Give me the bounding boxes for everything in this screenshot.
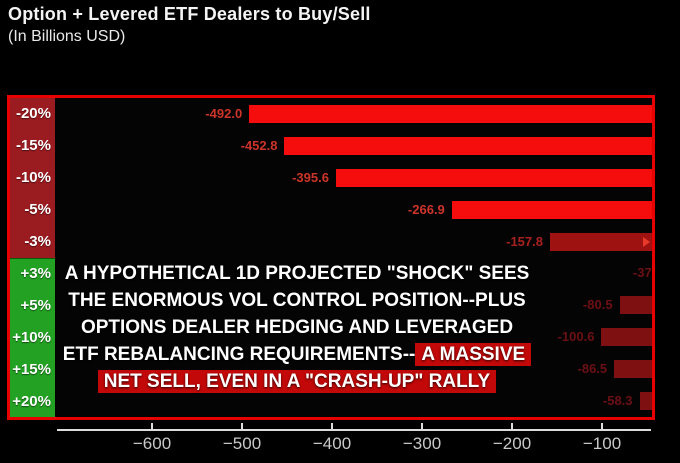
x-axis-tick-label: −100 [582, 434, 622, 453]
value-label--20%: -492.0 [205, 105, 243, 121]
bar-tip-arrow-icon [643, 236, 650, 247]
annotation-line-4: ETF REBALANCING REQUIREMENTS-- A MASSIVE [58, 341, 536, 368]
x-axis-tick [601, 423, 603, 429]
category-label: +3% [20, 264, 51, 282]
category-label: -3% [24, 233, 51, 251]
bar--10% [335, 168, 652, 187]
value-label-+5%: -80.5 [582, 297, 613, 313]
x-axis-tick-label: −400 [312, 434, 352, 453]
x-axis-tick [421, 423, 423, 429]
x-axis-tick-label: −500 [222, 434, 262, 453]
bar-+5% [619, 296, 652, 315]
x-axis-tick [331, 423, 333, 429]
x-axis-tick [511, 423, 513, 429]
x-axis-tick-label: −300 [402, 434, 442, 453]
value-label--15%: -452.8 [240, 137, 278, 153]
bar-+15% [614, 360, 652, 379]
category-label: +20% [12, 392, 51, 410]
annotation-line-4-highlight: A MASSIVE [415, 343, 532, 366]
bar-+10% [601, 328, 652, 347]
negative-category-band [10, 98, 55, 258]
x-axis-tick-label: −600 [132, 434, 172, 453]
bar--3% [549, 232, 652, 251]
value-label-+15%: -86.5 [577, 361, 608, 377]
annotation-line-4-normal: ETF REBALANCING REQUIREMENTS-- [62, 344, 416, 365]
annotation-line-5-highlight: NET SELL, EVEN IN A "CRASH-UP" RALLY [97, 370, 497, 393]
value-label--3%: -157.8 [506, 233, 543, 249]
category-label: -10% [15, 169, 51, 187]
x-axis-line [57, 429, 651, 431]
bar--15% [284, 136, 652, 155]
chart-subtitle: (In Billions USD) [8, 28, 126, 45]
category-label: -20% [15, 105, 51, 123]
bar--20% [249, 104, 652, 123]
category-label: +15% [12, 360, 51, 378]
category-label: +5% [20, 296, 51, 314]
category-axis-column [10, 98, 55, 417]
bar-+20% [639, 392, 652, 411]
value-label--5%: -266.9 [407, 201, 445, 217]
value-label-+20%: -58.3 [602, 393, 633, 409]
annotation-line-5: NET SELL, EVEN IN A "CRASH-UP" RALLY [58, 368, 536, 395]
value-label-+10%: -100.6 [557, 329, 595, 345]
annotation-line-1: A HYPOTHETICAL 1D PROJECTED "SHOCK" SEES [64, 263, 530, 284]
value-label-+3%: -37 [632, 265, 652, 281]
category-label: -15% [15, 137, 51, 155]
plot-area: -20% -492.0 -15% -452.8 -10% -395.6 -5% -266.9 -… [7, 95, 655, 420]
category-label: +10% [12, 328, 51, 346]
x-axis-tick [151, 423, 153, 429]
x-axis-tick [241, 423, 243, 429]
bar--5% [451, 200, 652, 219]
annotation-line-3: OPTIONS DEALER HEDGING AND LEVERAGED [80, 317, 514, 338]
chart-title: Option + Levered ETF Dealers to Buy/Sell [8, 4, 371, 24]
category-label: -5% [24, 201, 51, 219]
positive-category-band [10, 258, 55, 417]
annotation-text: A HYPOTHETICAL 1D PROJECTED "SHOCK" SEES… [58, 260, 536, 395]
value-label--10%: -395.6 [292, 169, 329, 185]
annotation-line-2: THE ENORMOUS VOL CONTROL POSITION--PLUS [68, 290, 526, 311]
x-axis-tick-label: −200 [492, 434, 532, 453]
